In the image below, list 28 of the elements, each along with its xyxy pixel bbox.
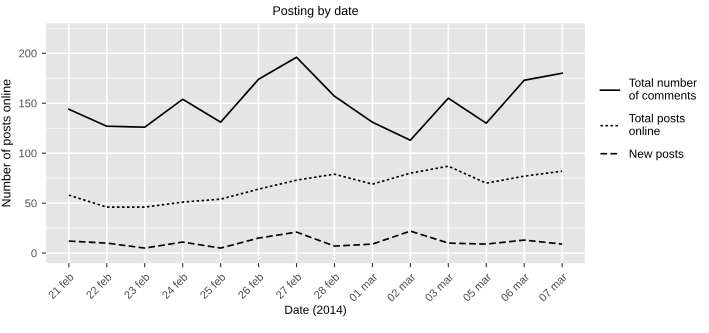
x-tick-label: 27 feb	[275, 272, 302, 300]
line-series	[68, 165, 563, 208]
y-tick-label: 100	[19, 149, 37, 158]
line-series	[68, 56, 563, 142]
x-tick-label: 24 feb	[161, 272, 188, 300]
x-tick-label: 26 feb	[237, 272, 264, 300]
x-tick-label: 21 feb	[47, 272, 74, 300]
x-tick-label: 25 feb	[199, 272, 226, 300]
chart-title: Posting by date	[273, 6, 358, 18]
legend-label: Total number of comments	[629, 78, 697, 100]
line-series	[68, 230, 563, 249]
x-tick-label: 06 mar	[500, 272, 530, 302]
x-tick-label: 02 mar	[386, 272, 416, 302]
y-tick-label: 0	[31, 249, 37, 258]
x-tick-label: 07 mar	[538, 272, 568, 302]
x-tick-label: 03 mar	[424, 272, 454, 302]
y-tick-label: 150	[19, 99, 37, 108]
x-tick-label: 22 feb	[85, 272, 112, 300]
x-axis-title: Date (2014)	[285, 305, 346, 316]
y-tick-label: 50	[25, 199, 37, 208]
legend-label: Total posts online	[629, 114, 685, 136]
x-tick-label: 28 feb	[313, 272, 340, 300]
legend-label: New posts	[630, 150, 684, 160]
x-tick-label: 23 feb	[123, 272, 150, 300]
y-axis-title: Number of posts online	[1, 79, 13, 206]
x-tick-label: 05 mar	[462, 272, 492, 302]
y-tick-label: 200	[19, 50, 37, 58]
x-tick-label: 01 mar	[348, 272, 378, 302]
